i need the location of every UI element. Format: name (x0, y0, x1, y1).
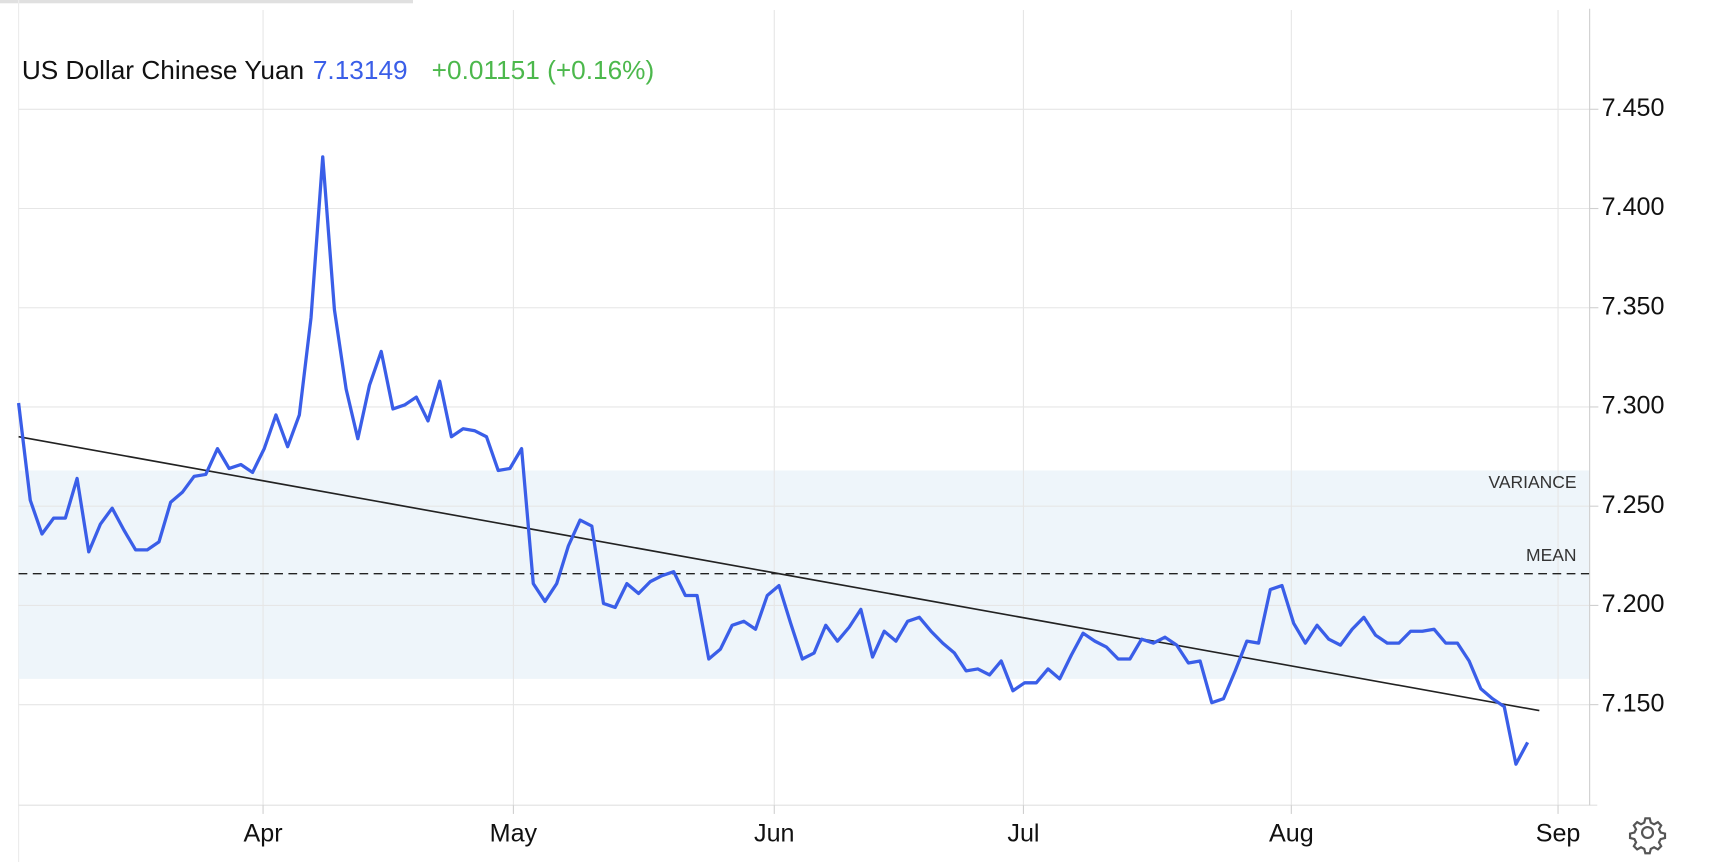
x-tick-label: Jul (1007, 819, 1039, 847)
x-tick-label: Jun (754, 819, 794, 847)
trend-line (18, 435, 1540, 712)
y-tick-label: 7.200 (1602, 590, 1665, 618)
instrument-name: US Dollar Chinese Yuan (22, 55, 304, 85)
y-tick-label: 7.450 (1602, 94, 1665, 122)
y-tick-label: 7.300 (1602, 392, 1665, 420)
x-tick-label: Sep (1536, 819, 1581, 847)
header: US Dollar Chinese Yuan 7.13149 +0.01151 (+… (22, 55, 654, 85)
mean-label: MEAN (1526, 545, 1576, 565)
x-tick-label: Aug (1269, 819, 1314, 847)
last-value: 7.13149 (313, 55, 408, 85)
price-line (16, 155, 1530, 766)
y-tick-label: 7.400 (1602, 193, 1665, 221)
variance-label: VARIANCE (1489, 472, 1577, 492)
y-tick-label: 7.250 (1602, 491, 1665, 519)
y-tick-label: 7.350 (1602, 292, 1665, 320)
variance-band (18, 470, 1590, 679)
y-tick-label: 7.150 (1602, 689, 1665, 717)
x-tick-label: Apr (244, 819, 283, 847)
top-bar (0, 0, 413, 4)
x-tick-label: May (490, 819, 538, 847)
change: +0.01151 (+0.16%) (432, 55, 655, 85)
settings-button[interactable] (1628, 817, 1667, 855)
